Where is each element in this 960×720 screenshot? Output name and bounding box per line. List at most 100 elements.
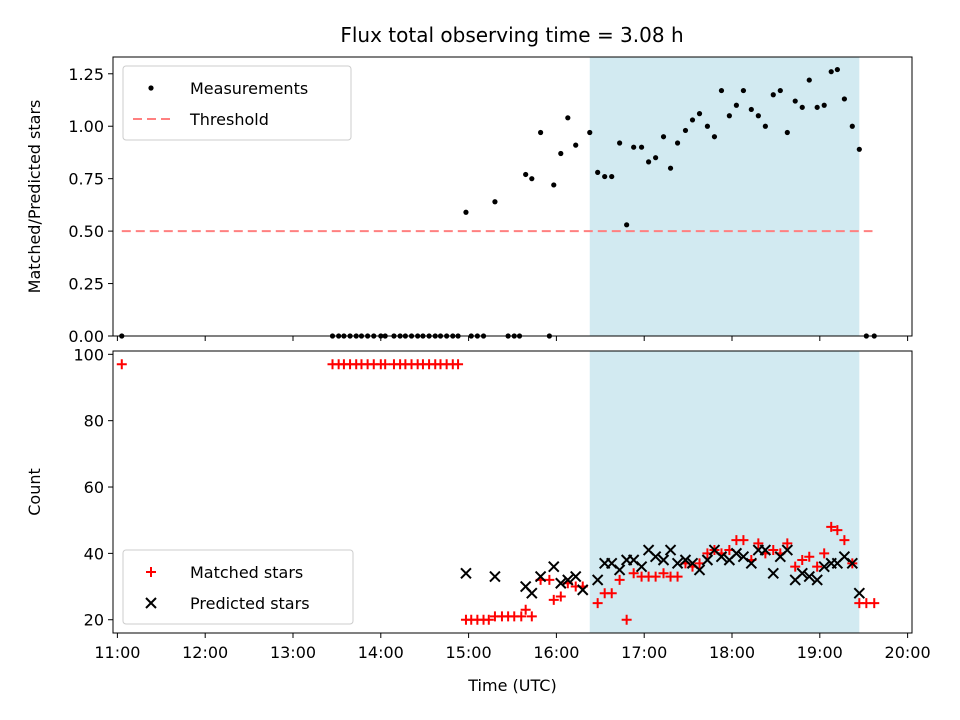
data-point	[558, 150, 564, 157]
data-point	[638, 144, 645, 150]
data-point	[602, 173, 608, 180]
data-point	[733, 102, 739, 108]
data-point	[782, 538, 793, 549]
legend-box	[122, 549, 354, 625]
data-point	[534, 570, 547, 583]
x-tick-label: 16:00	[533, 643, 579, 662]
x-tick-label: 11:00	[94, 643, 140, 662]
y-tick-label: 0.25	[68, 275, 104, 294]
data-point	[544, 574, 555, 585]
data-point	[745, 557, 758, 570]
data-point	[489, 570, 501, 583]
data-point	[380, 359, 391, 370]
plot-frame	[112, 56, 913, 337]
data-point	[649, 550, 662, 563]
x-tick-label: 20:00	[885, 643, 931, 662]
data-point	[826, 521, 837, 532]
y-axis-label: Count	[25, 468, 44, 516]
data-point	[645, 159, 652, 165]
data-point	[819, 548, 830, 559]
data-point	[635, 560, 648, 573]
data-point	[755, 113, 761, 119]
y-tick-label: 80	[84, 412, 104, 431]
data-point	[613, 564, 626, 576]
data-point	[657, 554, 670, 566]
data-point	[839, 535, 850, 546]
data-point	[828, 69, 834, 75]
data-point	[759, 544, 772, 556]
data-point	[672, 571, 683, 582]
data-point	[516, 611, 527, 622]
data-point	[740, 87, 747, 94]
data-point	[650, 571, 661, 582]
data-point	[711, 134, 718, 140]
data-point	[790, 561, 801, 572]
data-point	[667, 165, 674, 171]
legend-swatch	[145, 597, 157, 609]
data-point	[621, 614, 632, 625]
legend-swatch	[146, 567, 156, 577]
data-point	[869, 598, 880, 609]
data-point	[460, 567, 472, 579]
data-point	[718, 87, 725, 94]
legend-box	[122, 65, 352, 141]
data-point	[555, 577, 567, 589]
data-point	[841, 96, 847, 102]
series-predicted-stars	[460, 544, 866, 599]
data-point	[832, 525, 843, 536]
y-tick-label: 60	[84, 478, 104, 497]
data-point	[548, 560, 560, 573]
data-point	[812, 561, 823, 572]
data-point	[796, 567, 808, 579]
y-tick-label: 100	[73, 345, 104, 364]
data-point	[781, 544, 794, 556]
y-tick-label: 40	[84, 544, 104, 563]
data-point	[762, 123, 768, 129]
y-axis-label: Matched/Predicted stars	[25, 100, 44, 294]
panel-1: 0.00 0.25 0.50 0.75 1.00 1.25 Matched/Predicte…	[25, 56, 913, 346]
data-point	[806, 77, 812, 83]
data-point	[664, 544, 677, 556]
x-tick-label: 18:00	[709, 643, 755, 662]
legend-label: Threshold	[189, 110, 269, 129]
legend-label: Measurements	[190, 79, 308, 98]
data-point	[693, 564, 706, 576]
x-tick-label: 14:00	[358, 643, 404, 662]
y-tick-label: 0.00	[68, 327, 104, 346]
shaded-region	[589, 351, 860, 633]
data-point	[463, 209, 469, 215]
plot-frame	[112, 350, 913, 634]
data-point	[821, 102, 827, 108]
data-point	[628, 568, 639, 579]
x-tick-label: 17:00	[621, 643, 667, 662]
data-point	[689, 117, 696, 123]
data-point	[834, 66, 840, 73]
data-point	[116, 359, 127, 370]
data-point	[799, 104, 805, 110]
data-point	[523, 171, 529, 178]
data-point	[797, 555, 808, 566]
x-tick-label: 19:00	[797, 643, 843, 662]
data-point	[849, 123, 855, 129]
data-point	[595, 169, 601, 175]
data-point	[792, 98, 798, 104]
data-point	[617, 140, 623, 146]
data-point	[631, 144, 637, 150]
panel-2: 20 40 60 80 100 11:00 12:00 13:00 14:00 15:00 16:0…	[25, 345, 931, 695]
data-point	[768, 545, 779, 556]
data-point	[551, 182, 557, 188]
data-point	[658, 568, 669, 579]
x-tick-label: 12:00	[182, 643, 228, 662]
data-point	[537, 129, 544, 136]
y-tick-label: 0.50	[68, 222, 104, 241]
data-point	[483, 614, 494, 625]
data-point	[592, 598, 603, 609]
x-tick-label: 15:00	[446, 643, 492, 662]
data-point	[565, 115, 571, 121]
data-point	[726, 113, 732, 119]
data-point	[715, 550, 728, 563]
x-tick-label: 13:00	[270, 643, 316, 662]
data-point	[682, 127, 689, 134]
shaded-region	[589, 57, 860, 336]
legend: Measurements Threshold	[122, 65, 352, 141]
